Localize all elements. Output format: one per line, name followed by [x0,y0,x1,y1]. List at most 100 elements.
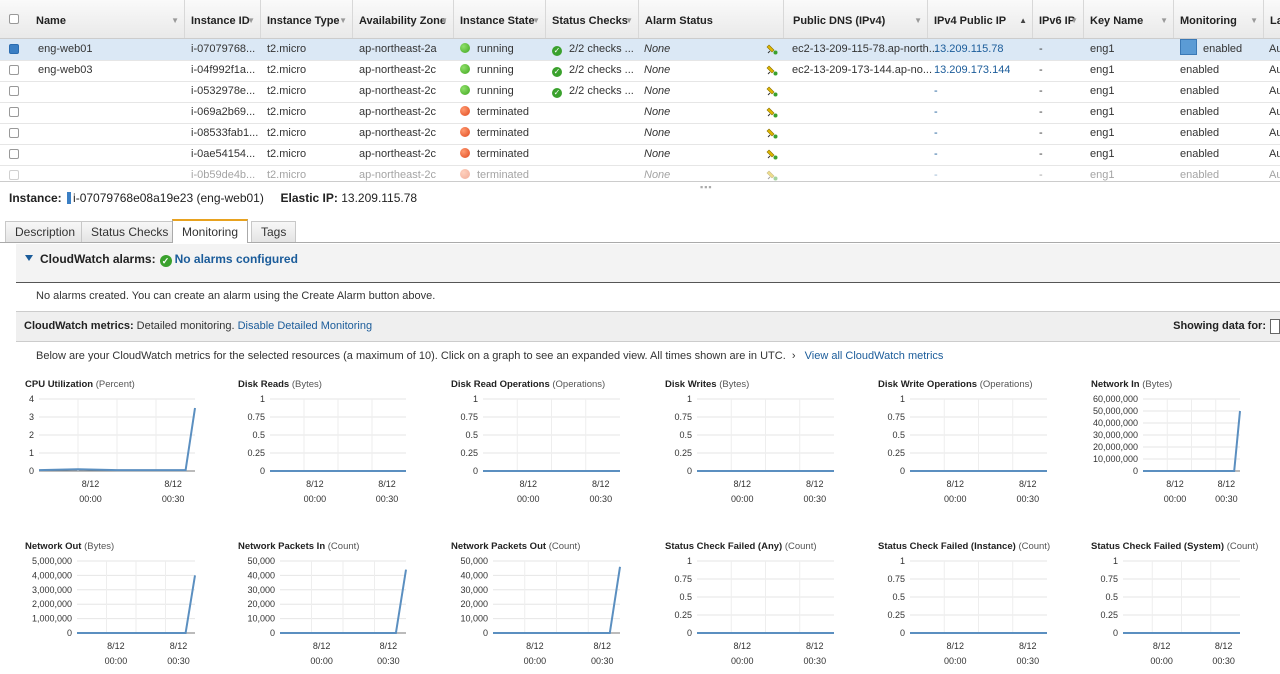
chart-title-text: Disk Write Operations [878,379,978,390]
chart-svg[interactable]: 0 10,000 20,000 30,000 40,000 50,000 8/12 00:00… [451,555,628,667]
table-row[interactable]: i-0b59de4b... t2.micro ap-northeast-2c term… [0,165,1280,181]
metric-chart[interactable]: Disk Writes (Bytes) 0 0.25 0.5 0.75 1 8/12 00:0… [665,379,865,509]
row-checkbox[interactable] [9,149,19,159]
x-tick-date: 8/12 [733,479,751,489]
y-tick-label: 30,000,000 [1093,430,1138,440]
row-checkbox[interactable] [9,170,19,180]
metric-chart[interactable]: Disk Reads (Bytes) 0 0.25 0.5 0.75 1 8/12 00:00… [238,379,438,509]
create-alarm-icon[interactable] [766,64,778,76]
y-tick-label: 1 [29,448,34,458]
instance-color-marker [67,192,72,204]
col-status-checks[interactable]: Status Checks ▼ [546,0,639,38]
chart-title: Disk Writes (Bytes) [665,379,749,390]
metric-chart[interactable]: Disk Read Operations (Operations) 0 0.25 0.… [451,379,651,509]
pane-resize-handle[interactable]: ▪▪▪ [700,182,713,192]
chart-svg[interactable]: 0 0.25 0.5 0.75 1 8/12 00:00 8/12 00:30 [665,555,842,667]
chart-svg[interactable]: 0 0.25 0.5 0.75 1 8/12 00:00 8/12 00:30 [238,393,414,505]
col-launch-time[interactable]: La [1264,0,1280,38]
cell-ipv6: - [1039,123,1043,144]
cell-state: terminated [460,123,529,144]
chart-unit: (Count) [784,541,817,552]
tab-monitoring[interactable]: Monitoring [172,219,249,243]
cell-dns: ec2-13-209-115-78.ap-north... [792,39,938,60]
disable-detailed-monitoring-link[interactable]: Disable Detailed Monitoring [237,320,373,332]
col-ipv6-ip[interactable]: IPv6 IP ▼ [1033,0,1084,38]
metric-chart[interactable]: Disk Write Operations (Operations) 0 0.25 0… [878,379,1078,509]
create-alarm-icon[interactable] [766,148,778,160]
select-all-checkbox[interactable] [9,14,19,24]
tab-status-checks[interactable]: Status Checks [81,221,179,242]
chart-svg[interactable]: 0 1 2 3 4 8/12 00:00 8/12 00:30 [25,393,203,505]
cell-text: eng1 [1090,43,1115,55]
metric-chart[interactable]: Network In (Bytes) 0 10,000,000 20,000,000 3… [1091,379,1280,509]
terminated-status-icon [460,127,470,137]
x-tick-time: 00:30 [591,656,614,666]
col-instance-id[interactable]: Instance ID ▼ [185,0,261,38]
metric-chart[interactable]: Network Packets Out (Count) 0 10,000 20,000… [451,541,651,671]
metric-chart[interactable]: Status Check Failed (Instance) (Count) 0 0… [878,541,1078,671]
table-row[interactable]: i-069a2b69... t2.micro ap-northeast-2c term… [0,102,1280,124]
cell-alarm: None [644,165,670,181]
chart-svg[interactable]: 0 10,000 20,000 30,000 40,000 50,000 8/12 00:00… [238,555,414,667]
create-alarm-icon[interactable] [766,43,778,55]
col-alarm-status[interactable]: Alarm Status [639,0,784,38]
y-tick-label: 1 [260,394,265,404]
x-tick-time: 00:00 [517,494,540,504]
cell-text: ap-northeast-2c [359,85,437,97]
col-monitoring[interactable]: Monitoring ▼ [1174,0,1264,38]
create-alarm-icon[interactable] [766,85,778,97]
col-instance-type[interactable]: Instance Type ▼ [261,0,353,38]
cloudwatch-alarms-header[interactable]: CloudWatch alarms: ✓ No alarms configured [40,252,298,267]
metric-chart[interactable]: Network Packets In (Count) 0 10,000 20,000 3… [238,541,438,671]
cell-alarm: None [644,102,670,123]
col-ipv4-public-ip[interactable]: IPv4 Public IP ▲ [928,0,1033,38]
row-checkbox[interactable] [9,44,19,54]
col-availability-zone[interactable]: Availability Zone ▼ [353,0,454,38]
chart-svg[interactable]: 0 0.25 0.5 0.75 1 8/12 00:00 8/12 00:30 [1091,555,1248,667]
metric-chart[interactable]: CPU Utilization (Percent) 0 1 2 3 4 8/12 00:00 8… [25,379,225,509]
chart-svg[interactable]: 0 0.25 0.5 0.75 1 8/12 00:00 8/12 00:30 [451,393,628,505]
row-checkbox[interactable] [9,128,19,138]
chart-unit: (Bytes) [291,379,322,390]
chart-svg[interactable]: 0 0.25 0.5 0.75 1 8/12 00:00 8/12 00:30 [878,555,1055,667]
chart-svg[interactable]: 0 0.25 0.5 0.75 1 8/12 00:00 8/12 00:30 [878,393,1055,505]
col-label: La [1270,15,1280,27]
tab-tags[interactable]: Tags [251,221,297,242]
chart-svg[interactable]: 0 10,000,000 20,000,000 30,000,000 40,000,00… [1091,393,1248,505]
table-row[interactable]: eng-web01 i-07079768... t2.micro ap-northea… [0,39,1280,61]
cell-state: running [460,39,514,60]
table-row[interactable]: i-08533fab1... t2.micro ap-northeast-2c ter… [0,123,1280,145]
col-public-dns[interactable]: Public DNS (IPv4) ▼ [784,0,928,38]
chart-svg[interactable]: 0 1,000,000 2,000,000 3,000,000 4,000,000 5,0… [25,555,203,667]
create-alarm-icon[interactable] [766,169,778,181]
chart-svg[interactable]: 0 0.25 0.5 0.75 1 8/12 00:00 8/12 00:30 [665,393,842,505]
row-checkbox[interactable] [9,86,19,96]
create-alarm-icon[interactable] [766,127,778,139]
col-instance-state[interactable]: Instance State ▼ [454,0,546,38]
tab-description[interactable]: Description [5,221,86,242]
y-tick-label: 0.75 [674,412,692,422]
y-tick-label: 40,000,000 [1093,418,1138,428]
view-all-metrics-link[interactable]: View all CloudWatch metrics [804,350,944,362]
cell-type: t2.micro [267,123,306,144]
create-alarm-icon[interactable] [766,106,778,118]
row-checkbox[interactable] [9,65,19,75]
row-checkbox[interactable] [9,107,19,117]
table-row[interactable]: i-0532978e... t2.micro ap-northeast-2c runn… [0,81,1280,103]
table-row[interactable]: eng-web03 i-04f992f1a... t2.micro ap-northe… [0,60,1280,82]
collapse-toggle-icon[interactable] [25,255,33,261]
metric-chart[interactable]: Status Check Failed (Any) (Count) 0 0.25 0.… [665,541,865,671]
col-name[interactable]: Name ▼ [30,0,185,38]
check-passed-icon: ✓ [552,46,562,56]
metric-chart[interactable]: Status Check Failed (System) (Count) 0 0.2… [1091,541,1280,671]
time-range-select[interactable] [1270,319,1280,334]
cell-alarm: None [644,144,670,165]
cell-ipv6: - [1039,165,1043,181]
metric-chart[interactable]: Network Out (Bytes) 0 1,000,000 2,000,000 3,… [25,541,225,671]
chart-title: Disk Read Operations (Operations) [451,379,605,390]
cell-text: Au [1269,106,1280,118]
y-tick-label: 0.75 [460,412,478,422]
col-key-name[interactable]: Key Name ▼ [1084,0,1174,38]
table-row[interactable]: i-0ae54154... t2.micro ap-northeast-2c term… [0,144,1280,166]
cell-id: i-0b59de4b... [191,165,255,181]
